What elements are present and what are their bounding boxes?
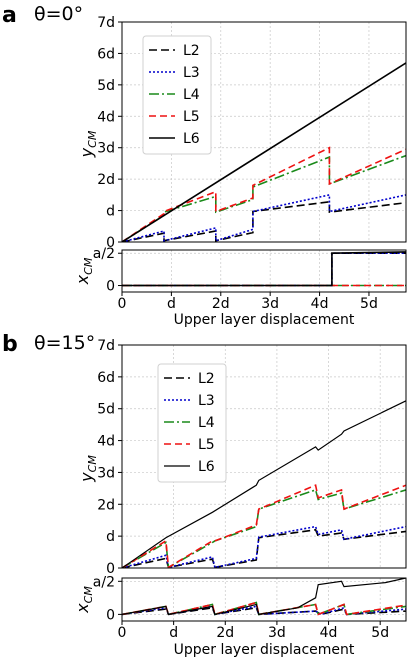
x-tick-label: 4d [311, 296, 329, 312]
series-L4-top-line [122, 154, 406, 242]
series-L2-bottom-line [122, 252, 406, 287]
legend-label-L5: L5 [198, 437, 215, 453]
y-tick-label: 6d [97, 46, 115, 62]
x-tick-label: 2d [216, 625, 234, 641]
top-y-label-main: y [77, 147, 96, 158]
theta-label: θ=15° [34, 332, 95, 354]
panel-letter: b [2, 332, 18, 357]
y-tick-label: a/2 [93, 246, 115, 262]
panel-letter: a [2, 3, 17, 28]
theta-label: θ=0° [34, 3, 83, 25]
top-axes-frame [121, 21, 407, 243]
x-tick-label: 5d [360, 296, 378, 312]
top-y-label-sub: CM [86, 130, 99, 148]
x-tick-label: 0 [118, 296, 127, 312]
legend-label-L3: L3 [198, 393, 215, 409]
series-L6-bottom-line [122, 578, 406, 616]
bottom-y-axis-label: xCM [73, 586, 95, 614]
y-tick-label: 7d [97, 15, 115, 31]
series-L3-top-line [122, 525, 406, 568]
series-L5-top-line [122, 146, 406, 242]
legend-label-L4: L4 [183, 87, 200, 103]
x-axis-label: Upper layer displacement [174, 312, 355, 328]
series-L4-top-line [122, 488, 406, 568]
x-axis-label: Upper layer displacement [174, 642, 355, 658]
series-L4-bottom-line [122, 601, 406, 616]
legend-box [157, 363, 227, 483]
series-L2-top-line [122, 200, 406, 242]
y-tick-label: 5d [97, 402, 115, 418]
y-tick-label: 6d [97, 370, 115, 386]
x-tick-label: d [167, 296, 176, 312]
bottom-y-axis-label: xCM [73, 257, 95, 285]
legend-label-L2: L2 [183, 43, 200, 59]
y-tick-label: 0 [106, 235, 115, 251]
x-tick-label: 4d [320, 625, 338, 641]
series-L3-top-line [122, 193, 406, 242]
y-tick-label: 3d [97, 141, 115, 157]
bottom-y-label-sub: CM [82, 586, 95, 604]
x-tick-label: 5d [371, 625, 389, 641]
y-tick-label: 0 [106, 607, 115, 623]
legend-label-L6: L6 [183, 131, 200, 147]
x-tick-label: 0 [118, 625, 127, 641]
bottom-axes-frame [121, 577, 407, 622]
y-tick-label: 2d [97, 172, 115, 188]
bottom-axes-frame [121, 249, 407, 293]
y-tick-label: 3d [97, 465, 115, 481]
series-L5-bottom-line [122, 601, 406, 616]
top-y-axis-label: yCM [77, 130, 99, 158]
legend-label-L6: L6 [198, 459, 215, 475]
legend-label-L5: L5 [183, 109, 200, 125]
legend-label-L4: L4 [198, 415, 215, 431]
y-tick-label: 0 [106, 279, 115, 295]
y-tick-label: 7d [97, 338, 115, 354]
legend-label-L3: L3 [183, 65, 200, 81]
series-L6-bottom-line [122, 251, 406, 287]
y-tick-label: 4d [97, 434, 115, 450]
top-y-axis-label: yCM [77, 455, 99, 483]
top-y-label-sub: CM [86, 455, 99, 473]
y-tick-label: d [106, 529, 115, 545]
bottom-y-label-sub: CM [82, 257, 95, 275]
legend-label-L2: L2 [198, 371, 215, 387]
y-tick-label: 5d [97, 78, 115, 94]
x-tick-label: 3d [268, 625, 286, 641]
series-L6-top-line [122, 400, 406, 568]
x-tick-label: 3d [261, 296, 279, 312]
x-tick-label: d [169, 625, 178, 641]
series-L3-bottom-line [122, 252, 406, 287]
y-tick-label: 0 [106, 561, 115, 577]
y-tick-label: d [106, 204, 115, 220]
y-tick-label: 4d [97, 109, 115, 125]
bottom-y-label-main: x [73, 274, 92, 285]
legend-box [142, 35, 212, 155]
bottom-y-label-main: x [73, 603, 92, 614]
top-axes-frame [121, 344, 407, 569]
y-tick-label: a/2 [93, 574, 115, 590]
y-tick-label: 2d [97, 497, 115, 513]
x-tick-label: 2d [212, 296, 230, 312]
top-y-label-main: y [77, 472, 96, 483]
series-L6-top-line [122, 62, 406, 242]
